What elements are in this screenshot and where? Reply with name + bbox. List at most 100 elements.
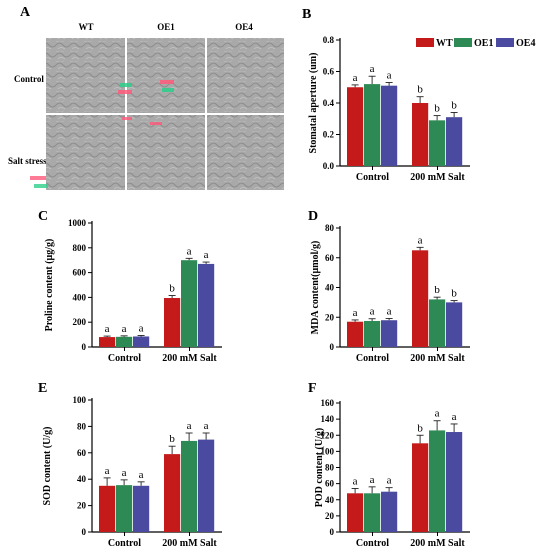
significance-letter: b	[169, 433, 175, 445]
panel-label-c: C	[38, 209, 48, 224]
y-tick-label: 0.0	[323, 161, 335, 171]
micrograph-column-wt: WT	[78, 22, 93, 32]
bar-d-wt-salt	[412, 250, 429, 347]
y-tick-label: 20	[77, 501, 87, 511]
bar-b-oe4-control	[381, 85, 398, 166]
bar-f-oe1-control	[364, 493, 381, 532]
y-tick-label: 0	[82, 527, 87, 537]
micrograph-column-oe1: OE1	[157, 22, 175, 32]
significance-letter: a	[139, 469, 144, 481]
significance-letter: a	[435, 408, 440, 420]
x-category-label: Control	[108, 353, 141, 364]
significance-letter: b	[451, 288, 457, 300]
y-tick-label: 100	[73, 395, 87, 405]
y-tick-label: 0	[330, 342, 335, 352]
x-category-label: 200 mM Salt	[410, 353, 465, 364]
x-category-label: Control	[356, 353, 389, 364]
bar-d-oe1-salt	[429, 299, 446, 347]
y-axis-label-f: POD content (U/g)	[314, 428, 325, 507]
bar-b-oe1-control	[364, 84, 381, 166]
bar-f-oe1-salt	[429, 430, 446, 532]
significance-letter: a	[105, 465, 110, 477]
micrograph-oe4-salt	[207, 115, 284, 190]
y-tick-label: 80	[325, 223, 335, 233]
significance-letter: a	[204, 249, 209, 261]
significance-letter: a	[370, 474, 375, 486]
y-tick-label: 60	[325, 253, 335, 263]
y-tick-label: 60	[325, 479, 335, 489]
x-category-label: 200 mM Salt	[162, 353, 217, 364]
legend-swatch-oe1	[454, 38, 472, 47]
panel-label-b: B	[302, 7, 311, 22]
bar-c-oe4-control	[133, 336, 150, 347]
x-category-label: Control	[108, 538, 141, 549]
micrograph-column-oe4: OE4	[235, 22, 253, 32]
bar-d-oe1-control	[364, 320, 381, 347]
bar-c-wt-salt	[164, 298, 181, 347]
y-tick-label: 40	[325, 495, 335, 505]
significance-letter: a	[387, 70, 392, 82]
y-tick-label: 100	[321, 446, 335, 456]
bar-e-wt-control	[99, 485, 116, 532]
significance-letter: a	[387, 305, 392, 317]
bar-d-oe4-control	[381, 320, 398, 347]
bar-e-oe4-salt	[198, 439, 215, 532]
y-tick-label: 40	[77, 474, 87, 484]
legend-label-oe4: OE4	[516, 38, 535, 49]
significance-letter: a	[187, 420, 192, 432]
bar-b-wt-control	[347, 87, 364, 166]
significance-letter: a	[370, 306, 375, 318]
bar-c-oe4-salt	[198, 263, 215, 347]
stomata-markers	[30, 80, 174, 188]
significance-letter: b	[451, 99, 457, 111]
significance-letter: a	[370, 63, 375, 75]
panel-label-e: E	[38, 381, 47, 396]
y-tick-label: 20	[325, 511, 335, 521]
significance-letter: a	[105, 323, 110, 335]
significance-letter: a	[204, 420, 209, 432]
y-tick-label: 200	[73, 317, 87, 327]
significance-letter: a	[452, 411, 457, 423]
y-axis-label-d: MDA content(μmol/g)	[310, 241, 321, 335]
y-tick-label: 120	[321, 430, 335, 440]
y-tick-label: 40	[325, 283, 335, 293]
x-category-label: 200 mM Salt	[410, 172, 465, 183]
legend: WT OE1 OE4	[416, 38, 535, 49]
significance-letter: a	[387, 475, 392, 487]
y-tick-label: 0	[82, 342, 87, 352]
y-tick-label: 20	[325, 312, 335, 322]
x-category-label: Control	[356, 538, 389, 549]
bar-e-oe4-control	[133, 485, 150, 532]
micrograph-row-salt-stress: Salt stress	[8, 156, 47, 166]
y-tick-label: 800	[73, 243, 87, 253]
y-axis-label-e: SOD content (U/g)	[42, 427, 53, 506]
bar-d-wt-control	[347, 321, 364, 347]
y-tick-label: 0.6	[323, 67, 335, 77]
legend-label-wt: WT	[436, 38, 453, 49]
significance-letter: a	[122, 467, 127, 479]
y-axis-label-c: Proline content (μg/g)	[44, 239, 55, 332]
bar-c-oe1-salt	[181, 260, 198, 347]
panel-label-a: A	[20, 5, 31, 20]
y-tick-label: 600	[73, 268, 87, 278]
micrograph-wt-salt	[46, 115, 125, 190]
x-category-label: 200 mM Salt	[410, 538, 465, 549]
legend-label-oe1: OE1	[474, 38, 493, 49]
panel-label-f: F	[308, 381, 317, 396]
y-tick-label: 0.2	[323, 130, 335, 140]
panel-label-d: D	[308, 209, 318, 224]
bar-f-oe4-salt	[446, 432, 463, 532]
bar-f-oe4-control	[381, 491, 398, 532]
significance-letter: a	[418, 234, 423, 246]
y-tick-label: 400	[73, 292, 87, 302]
y-axis-label-b: Stomatal aperture (um)	[308, 53, 319, 154]
significance-letter: a	[353, 72, 358, 84]
significance-letter: a	[353, 307, 358, 319]
micrograph-wt-control	[46, 38, 125, 113]
significance-letter: b	[434, 103, 440, 115]
y-tick-label: 140	[321, 414, 335, 424]
bar-e-oe1-control	[116, 485, 133, 532]
